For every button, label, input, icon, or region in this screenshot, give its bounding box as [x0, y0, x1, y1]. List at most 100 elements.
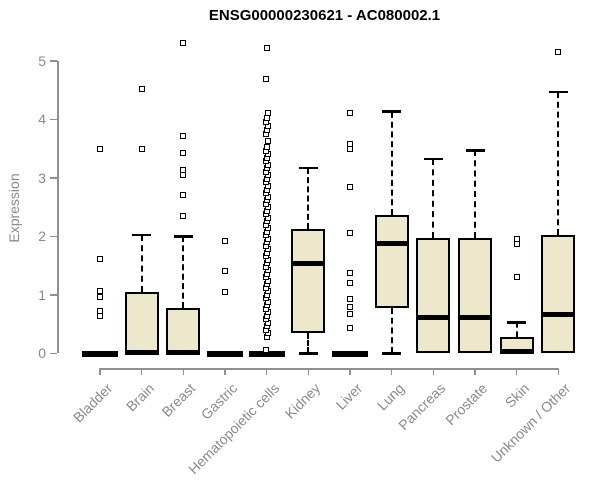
whisker-line: [307, 167, 310, 230]
flat-box-median: [248, 351, 285, 358]
x-tick: [390, 368, 393, 375]
whisker-line: [182, 236, 185, 308]
outlier-point: [347, 110, 354, 117]
y-tick: [50, 352, 57, 355]
x-tick: [99, 368, 101, 375]
outlier-point: [263, 44, 270, 51]
outlier-point: [262, 75, 269, 82]
whisker-line: [515, 322, 518, 337]
outlier-point: [97, 288, 103, 295]
x-axis-line: [99, 368, 560, 370]
outlier-point: [513, 274, 520, 281]
box: [291, 229, 326, 333]
outlier-point: [97, 308, 103, 315]
whisker-cap: [382, 110, 402, 113]
whisker-line: [474, 150, 477, 239]
outlier-point: [347, 230, 354, 237]
box: [124, 291, 159, 354]
outlier-point: [347, 296, 354, 303]
median-line: [166, 349, 201, 355]
outlier-point: [513, 236, 520, 243]
box: [166, 307, 201, 354]
x-tick: [432, 368, 435, 375]
x-tick: [182, 368, 185, 375]
y-axis-line: [57, 60, 59, 354]
outlier-point: [555, 49, 562, 56]
whisker-cap: [173, 235, 193, 238]
x-tick: [265, 368, 268, 375]
median-line: [541, 311, 576, 317]
median-line: [416, 314, 451, 320]
outlier-point: [180, 40, 187, 47]
median-line: [374, 241, 409, 247]
outlier-point: [180, 212, 187, 219]
whisker-line: [432, 159, 435, 239]
x-tick: [349, 368, 351, 375]
y-tick: [50, 294, 57, 296]
outlier-point: [97, 145, 103, 152]
x-tick: [557, 368, 560, 375]
outlier-point: [138, 85, 145, 92]
box: [374, 214, 409, 308]
flat-box-median: [82, 351, 118, 358]
y-tick-label: 5: [38, 52, 46, 69]
outlier-point: [347, 183, 354, 190]
outlier-point: [180, 191, 187, 198]
outlier-point: [347, 269, 354, 276]
x-tick: [307, 368, 310, 375]
outlier-point: [138, 146, 145, 153]
whisker-cap: [465, 149, 485, 152]
outlier-point: [347, 303, 354, 310]
median-line: [291, 261, 326, 267]
median-line: [499, 349, 534, 355]
median-line: [124, 349, 159, 355]
y-tick: [50, 60, 57, 62]
outlier-point: [264, 110, 271, 117]
whisker-line: [390, 111, 393, 215]
outlier-point: [347, 280, 354, 287]
whisker-cap: [298, 352, 318, 355]
whisker-line: [557, 91, 560, 236]
x-tick: [474, 368, 476, 375]
flat-box-median: [332, 351, 369, 358]
whisker-cap: [507, 321, 527, 324]
outlier-point: [180, 150, 187, 157]
y-tick: [50, 177, 57, 179]
box: [416, 238, 451, 354]
whisker-line: [390, 307, 393, 354]
outlier-point: [222, 237, 228, 244]
median-line: [458, 314, 493, 320]
chart-title: ENSG00000230621 - AC080002.1: [208, 7, 441, 24]
outlier-point: [180, 167, 187, 174]
outlier-point: [262, 346, 269, 353]
y-tick-label: 4: [38, 111, 46, 128]
outlier-point: [347, 311, 354, 318]
outlier-point: [97, 313, 103, 320]
whisker-cap: [132, 233, 152, 237]
whisker-line: [307, 332, 310, 354]
outlier-point: [97, 256, 103, 263]
y-tick: [50, 235, 57, 238]
whisker-cap: [298, 166, 318, 170]
outlier-point: [263, 144, 270, 151]
y-tick-label: 1: [38, 286, 46, 303]
outlier-point: [347, 141, 354, 148]
whisker-cap: [382, 352, 402, 355]
x-tick: [140, 368, 143, 375]
outlier-point: [97, 293, 103, 300]
outlier-point: [222, 267, 228, 274]
outlier-point: [347, 325, 354, 332]
whisker-cap: [548, 90, 568, 94]
outlier-point: [264, 137, 271, 144]
box: [541, 235, 576, 354]
outlier-point: [180, 132, 187, 139]
x-tick: [515, 368, 518, 375]
y-tick-label: 2: [38, 228, 46, 245]
x-tick: [224, 368, 226, 375]
y-tick: [50, 118, 57, 121]
outlier-point: [222, 289, 228, 296]
box: [458, 238, 493, 354]
y-tick-label: 0: [38, 345, 46, 362]
